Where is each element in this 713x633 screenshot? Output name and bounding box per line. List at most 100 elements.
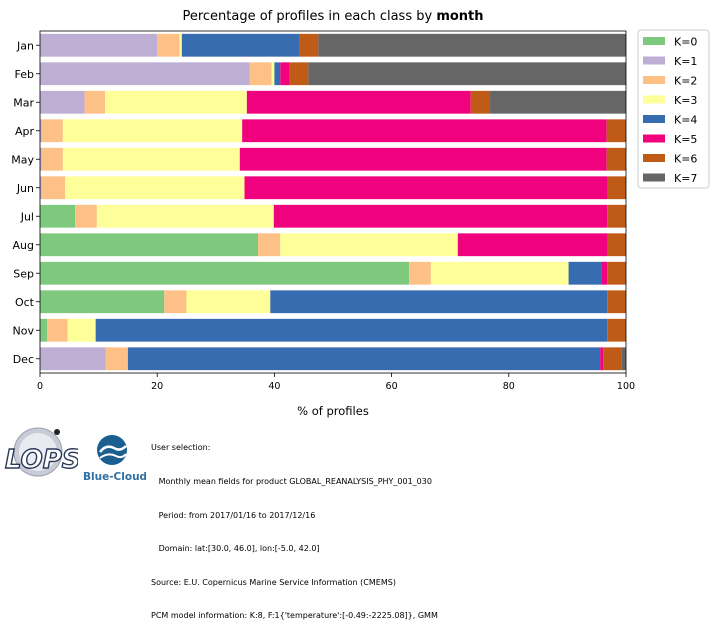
legend-swatch <box>643 173 665 182</box>
blue-cloud-logo-text: Blue-Cloud <box>83 471 146 483</box>
bar-segment <box>249 62 272 86</box>
blue-cloud-logo: Blue-Cloud <box>80 432 147 490</box>
bar-segment <box>40 290 165 314</box>
lops-logo: LOPS <box>2 424 81 486</box>
bar-segment <box>606 119 626 143</box>
bar-segment <box>274 62 281 86</box>
plot-frame <box>39 30 627 374</box>
legend-swatch <box>643 56 665 65</box>
bar-segment <box>75 204 97 228</box>
bar-segment <box>271 62 275 86</box>
bar-segment <box>308 62 626 86</box>
x-tick-label: 20 <box>151 381 163 392</box>
legend-swatch <box>643 95 665 104</box>
x-axis-label: % of profiles <box>297 404 369 418</box>
bar-segment <box>607 318 626 342</box>
bar-segment <box>430 261 569 285</box>
x-tick-label: 80 <box>503 381 515 392</box>
bar-segment <box>601 261 608 285</box>
info-line: Domain: lat:[30.0, 46.0], lon:[-5.0, 42.… <box>151 544 320 554</box>
bar-segment <box>299 33 319 57</box>
y-tick-label: Aug <box>13 239 34 252</box>
bar-segment <box>41 176 66 200</box>
bar-segment <box>105 90 247 114</box>
bar-segment <box>105 347 128 371</box>
bar-segment <box>490 90 626 114</box>
legend-label: K=7 <box>674 172 697 185</box>
bar-segment <box>621 347 626 371</box>
bar-segment <box>40 261 410 285</box>
y-tick-label: Jun <box>16 182 34 195</box>
bar-segment <box>280 62 290 86</box>
bar-segment <box>41 119 63 143</box>
legend-label: K=5 <box>674 133 697 146</box>
bar-segment <box>40 119 42 143</box>
bar-segment <box>568 261 602 285</box>
bar-segment <box>62 147 240 171</box>
bar-segment <box>96 204 274 228</box>
bar-segment <box>606 147 626 171</box>
x-tick-label: 60 <box>386 381 398 392</box>
y-tick-label: Oct <box>15 296 35 309</box>
bar-segment <box>40 233 258 257</box>
bar-segment <box>47 318 68 342</box>
chart-title: Percentage of profiles in each class by … <box>182 9 483 24</box>
bar-segment <box>181 33 300 57</box>
bar-segment <box>41 147 63 171</box>
bar-segment <box>242 119 607 143</box>
x-tick-label: 40 <box>268 381 280 392</box>
y-tick-label: Feb <box>15 68 34 81</box>
info-line: PCM model information: K:8, F:1{'tempera… <box>151 611 438 621</box>
bar-segment <box>409 261 431 285</box>
bar-segment <box>40 147 42 171</box>
y-tick-label: Sep <box>13 267 34 280</box>
bar-segment <box>244 176 608 200</box>
bar-segment <box>84 90 106 114</box>
x-tick-label: 0 <box>37 381 43 392</box>
legend-swatch <box>643 154 665 162</box>
legend-label: K=4 <box>674 114 697 127</box>
bar-segment <box>603 347 622 371</box>
bar-segment <box>67 318 96 342</box>
bar-segment <box>280 233 458 257</box>
y-tick-label: Apr <box>15 125 35 138</box>
legend-swatch <box>643 76 665 84</box>
bar-segment <box>607 204 626 228</box>
bar-segment <box>318 33 626 57</box>
bar-segment <box>40 62 250 86</box>
y-tick-label: Jul <box>20 210 34 223</box>
bar-segment <box>239 147 607 171</box>
bar-segment <box>40 318 48 342</box>
bar-segment <box>40 204 76 228</box>
bar-segment <box>607 290 626 314</box>
bar-segment <box>246 90 471 114</box>
legend-label: K=3 <box>674 94 697 107</box>
bar-segment <box>157 33 180 57</box>
bar-segment <box>40 33 158 57</box>
info-line: Source: E.U. Copernicus Marine Service I… <box>151 577 396 587</box>
legend-label: K=2 <box>674 75 697 88</box>
bar-segment <box>40 347 106 371</box>
bar-segment <box>65 176 245 200</box>
bar-segment <box>40 176 42 200</box>
info-line: User selection: <box>151 443 211 453</box>
legend-label: K=1 <box>674 55 697 68</box>
bar-segment <box>127 347 601 371</box>
bar-segment <box>62 119 243 143</box>
bar-segment <box>270 290 608 314</box>
legend-swatch <box>643 134 665 143</box>
x-tick-label: 100 <box>617 381 635 392</box>
y-tick-label: Jan <box>16 39 34 52</box>
user-selection-info: User selection: Monthly mean fields for … <box>151 420 438 633</box>
bar-segment <box>95 318 608 342</box>
legend-swatch <box>643 37 665 45</box>
legend-swatch <box>643 115 665 123</box>
legend-label: K=0 <box>674 36 697 49</box>
legend-label: K=6 <box>674 153 697 166</box>
bar-segment <box>607 233 626 257</box>
bar-segment <box>186 290 271 314</box>
bar-segment <box>273 204 608 228</box>
bar-segment <box>607 261 626 285</box>
stacked-bar-chart: Percentage of profiles in each class by … <box>11 9 710 418</box>
bar-segment <box>179 33 182 57</box>
